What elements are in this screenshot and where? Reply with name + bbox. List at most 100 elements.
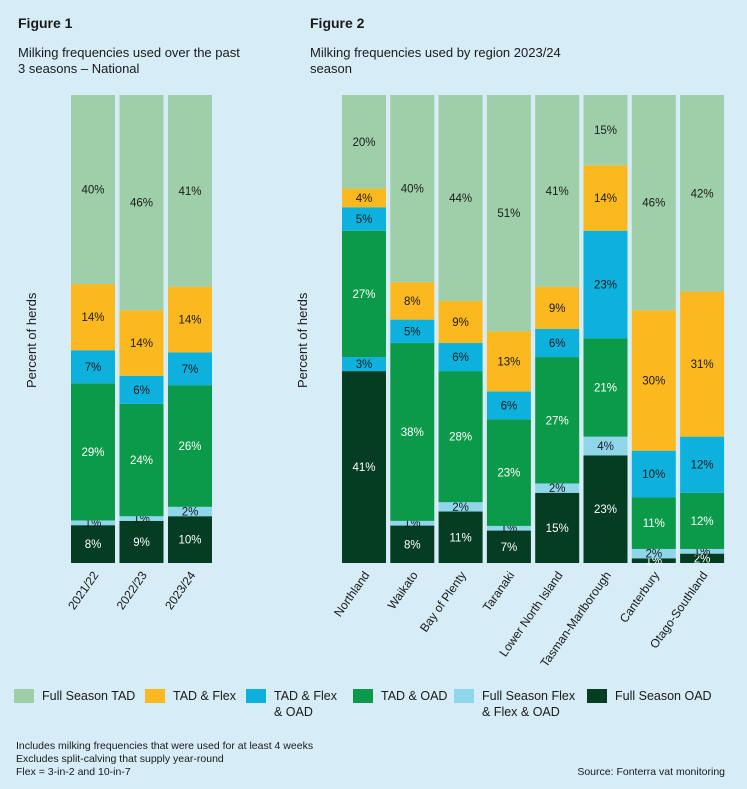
data-label-northland-tad-flex-oad: 3% [356,359,373,371]
data-label-2022-23-tad-oad: 24% [130,455,153,467]
bar-segment-2021-22-full-season-oad [71,525,115,563]
legend-label: TAD & Flex [173,689,236,703]
data-label-waikato-full-season-flex-flex-oad: 1% [404,518,421,530]
x-tick-label-taranaki: Taranaki [480,569,517,614]
x-tick-label-bay-of-plenty: Bay of Plenty [417,569,469,635]
footnote-line2: Excludes split-calving that supply year-… [16,753,224,765]
bar-segment-taranaki-tad-flex [486,331,531,392]
bar-segment-2021-22-tad-flex [71,284,115,351]
legend-swatch [14,689,34,703]
data-label-canterbury-tad-oad: 11% [643,518,665,530]
figure1-subtitle-line1: Milking frequencies used over the past [18,45,240,60]
bar-segment-taranaki-full-season-tad [486,95,531,332]
bar-segment-2023-24-tad-flex-oad [168,352,212,386]
bar-segment-lower-north-island-tad-oad [535,357,580,484]
data-label-2021-22-full-season-flex-flex-oad: 1% [85,518,102,530]
bar-segment-tasman-marlborough-full-season-tad [583,95,628,166]
figure2-subtitle-line2: season [310,61,352,76]
data-label-2023-24-full-season-tad: 41% [178,186,201,198]
bar-segment-canterbury-full-season-tad [631,95,676,311]
data-label-waikato-tad-oad: 38% [401,427,424,439]
data-label-tasman-marlborough-full-season-flex-flex-oad: 4% [597,441,614,453]
data-label-taranaki-tad-oad: 23% [497,468,520,480]
data-label-waikato-tad-flex-oad: 5% [404,326,421,338]
data-label-northland-full-season-oad: 41% [352,462,375,474]
data-label-lower-north-island-tad-oad: 27% [546,415,569,427]
data-label-2023-24-full-season-oad: 10% [178,535,201,547]
bar-segment-canterbury-full-season-oad [631,558,676,563]
data-label-bay-of-plenty-tad-oad: 28% [449,432,472,444]
legend-item-full-season-flex: Full Season Flex & Flex & OAD [454,688,575,720]
bar-segment-bay-of-plenty-full-season-oad [438,511,483,563]
data-label-otago-southland-full-season-oad: 2% [694,553,711,565]
data-label-2022-23-tad-flex-oad: 6% [133,385,150,397]
legend-label: Full Season TAD [42,689,136,703]
data-label-tasman-marlborough-full-season-tad: 15% [594,125,617,137]
footnote-line3: Flex = 3-in-2 and 10-in-7 [16,766,131,778]
data-label-taranaki-full-season-oad: 7% [501,542,518,554]
bar-segment-2022-23-full-season-tad [119,95,164,311]
bar-segment-northland-full-season-tad [342,95,386,189]
bar-segment-bay-of-plenty-tad-oad [438,371,483,503]
data-label-northland-tad-flex-oad: 5% [356,214,373,226]
legend-swatch [587,689,607,703]
legend: Full Season TAD TAD & Flex TAD & Flex & O… [14,688,734,724]
bar-segment-canterbury-full-season-flex-flex-oad [631,548,676,559]
legend-swatch [454,689,474,703]
data-label-2021-22-full-season-tad: 40% [81,185,104,197]
data-label-lower-north-island-full-season-tad: 41% [546,186,569,198]
footnotes: Includes milking frequencies that were u… [16,740,313,779]
figure2-label: Figure 2 [310,15,365,31]
source-note: Source: Fonterra vat monitoring [577,766,725,778]
bar-segment-lower-north-island-full-season-flex-flex-oad [535,483,580,493]
legend-label-line2: & OAD [274,705,313,719]
bar-segment-northland-tad-flex-oad [342,357,386,372]
bar-segment-tasman-marlborough-tad-flex [583,165,628,231]
data-label-taranaki-full-season-flex-flex-oad: 1% [501,523,518,535]
bar-segment-taranaki-tad-flex-oad [486,391,531,420]
bar-segment-bay-of-plenty-full-season-tad [438,95,483,301]
data-label-lower-north-island-full-season-flex-flex-oad: 2% [549,483,566,495]
bar-segment-otago-southland-full-season-flex-flex-oad [680,548,725,554]
legend-item-full-season-tad: Full Season TAD [14,688,135,704]
data-label-2021-22-tad-oad: 29% [81,447,104,459]
data-label-2021-22-tad-flex: 14% [81,312,104,324]
data-label-otago-southland-tad-flex-oad: 12% [691,460,714,472]
data-label-2022-23-full-season-oad: 9% [133,537,150,549]
data-label-2023-24-tad-flex-oad: 7% [182,364,199,376]
data-label-otago-southland-full-season-flex-flex-oad: 1% [694,546,711,558]
data-label-waikato-full-season-oad: 8% [404,539,421,551]
legend-item-full-season-oad: Full Season OAD [587,688,712,704]
bar-segment-2023-24-tad-oad [168,385,212,507]
data-label-canterbury-tad-flex-oad: 10% [642,469,665,481]
data-label-northland-full-season-tad: 20% [352,137,375,149]
bar-segment-northland-tad-flex [342,188,386,208]
bar-segment-2022-23-full-season-flex-flex-oad [119,516,164,521]
bar-segment-tasman-marlborough-full-season-flex-flex-oad [583,436,628,456]
data-label-lower-north-island-tad-flex-oad: 6% [549,338,566,350]
bar-segment-2022-23-full-season-oad [119,520,164,563]
data-label-tasman-marlborough-tad-oad: 21% [594,383,617,395]
bar-segment-waikato-tad-flex-oad [390,319,435,344]
bar-segment-tasman-marlborough-full-season-oad [583,455,628,563]
bar-segment-taranaki-full-season-oad [486,530,531,563]
figure2-subtitle-line1: Milking frequencies used by region 2023/… [310,45,561,60]
bar-segment-northland-tad-oad [342,230,386,358]
data-label-2023-24-tad-flex: 14% [178,315,201,327]
bar-segment-bay-of-plenty-tad-flex [438,300,483,344]
bar-segment-2023-24-full-season-oad [168,516,212,563]
data-label-bay-of-plenty-full-season-oad: 11% [450,532,472,544]
data-label-canterbury-full-season-flex-flex-oad: 2% [645,549,662,561]
bar-segment-otago-southland-tad-oad [680,492,725,549]
data-label-tasman-marlborough-tad-flex: 14% [594,193,617,205]
bar-segment-2021-22-full-season-tad [71,95,115,285]
bar-segment-waikato-full-season-oad [390,525,435,563]
legend-label: TAD & OAD [381,689,448,703]
legend-swatch [246,689,266,703]
figure1-subtitle: Milking frequencies used over the past 3… [18,45,240,77]
legend-label-line2: & Flex & OAD [482,705,560,719]
data-label-waikato-tad-flex: 8% [404,296,421,308]
bar-segment-2022-23-tad-flex-oad [119,375,164,404]
